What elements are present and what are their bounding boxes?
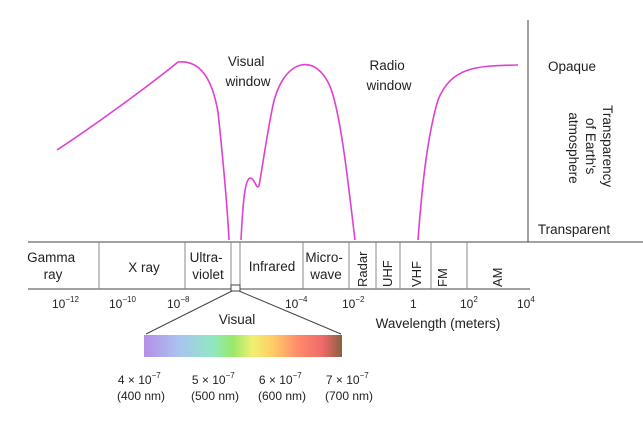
wavelength-axis-title: Wavelength (meters) xyxy=(376,316,501,331)
visual-spectrum-title: Visual xyxy=(219,312,256,327)
fm-label: FM xyxy=(435,268,450,287)
ultraviolet-label: Ultra- violet xyxy=(190,250,227,282)
transparent-label: Transparent xyxy=(538,222,611,237)
wavelength-tick: 102 xyxy=(460,295,478,311)
wavelength-tick: 1 xyxy=(410,297,417,311)
vhf-label: VHF xyxy=(409,261,424,287)
spectrum-tick: 6 × 10−7 (600 nm) xyxy=(258,367,306,403)
radar-label: Radar xyxy=(355,251,370,287)
wavelength-tick: 10−12 xyxy=(52,295,79,311)
am-label: AM xyxy=(490,268,505,288)
wavelength-tick: 10−4 xyxy=(285,295,308,311)
zoom-line-left xyxy=(145,290,233,335)
gamma-ray-label: Gamma ray xyxy=(27,250,79,282)
visual-spectrum-bar xyxy=(144,335,342,357)
wavelength-tick: 104 xyxy=(517,295,535,311)
spectrum-tick: 4 × 10−7 (400 nm) xyxy=(117,367,165,403)
radio-window-label: Radio window xyxy=(365,58,411,93)
wavelength-tick: 10−10 xyxy=(109,295,136,311)
transparency-curve xyxy=(56,61,519,241)
wavelength-tick: 10−2 xyxy=(342,295,365,311)
visual-window-label: Visual window xyxy=(224,54,270,89)
wavelength-tick: 10−8 xyxy=(167,295,190,311)
opaque-label: Opaque xyxy=(548,59,596,74)
microwave-label: Micro- wave xyxy=(305,250,346,282)
visual-marker xyxy=(230,284,241,292)
spectrum-tick: 7 × 10−7 (700 nm) xyxy=(325,367,373,403)
uhf-label: UHF xyxy=(380,260,395,287)
infrared-label: Infrared xyxy=(249,259,296,274)
xray-label: X ray xyxy=(128,260,160,275)
zoom-line-right xyxy=(238,290,342,335)
spectrum-tick: 5 × 10−7 (500 nm) xyxy=(191,367,239,403)
transparency-axis-label: Transparency of Earth's atmosphere xyxy=(566,105,615,191)
